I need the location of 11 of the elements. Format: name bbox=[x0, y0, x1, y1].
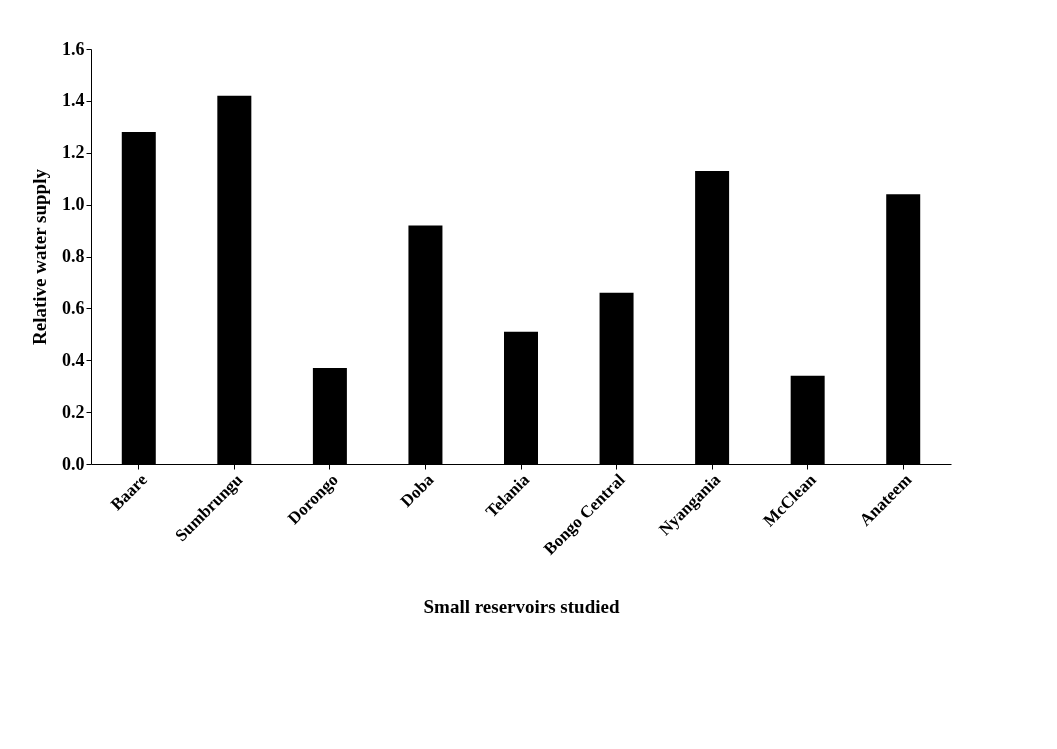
y-tick-label: 1.2 bbox=[62, 142, 85, 163]
y-tick-label: 0.0 bbox=[62, 453, 85, 474]
y-tick-label: 0.8 bbox=[62, 246, 85, 266]
y-tick-label: 1.4 bbox=[62, 90, 85, 111]
y-tick-label: 1.0 bbox=[62, 194, 85, 215]
y-tick-label: 0.2 bbox=[62, 401, 85, 422]
y-tick-label: 1.6 bbox=[62, 38, 85, 59]
y-tick-label: 0.6 bbox=[62, 297, 85, 318]
y-axis-title: Relative water supply bbox=[29, 168, 50, 345]
x-axis-title: Small reservoirs studied bbox=[423, 595, 620, 617]
y-tick-label: 0.4 bbox=[62, 349, 85, 370]
